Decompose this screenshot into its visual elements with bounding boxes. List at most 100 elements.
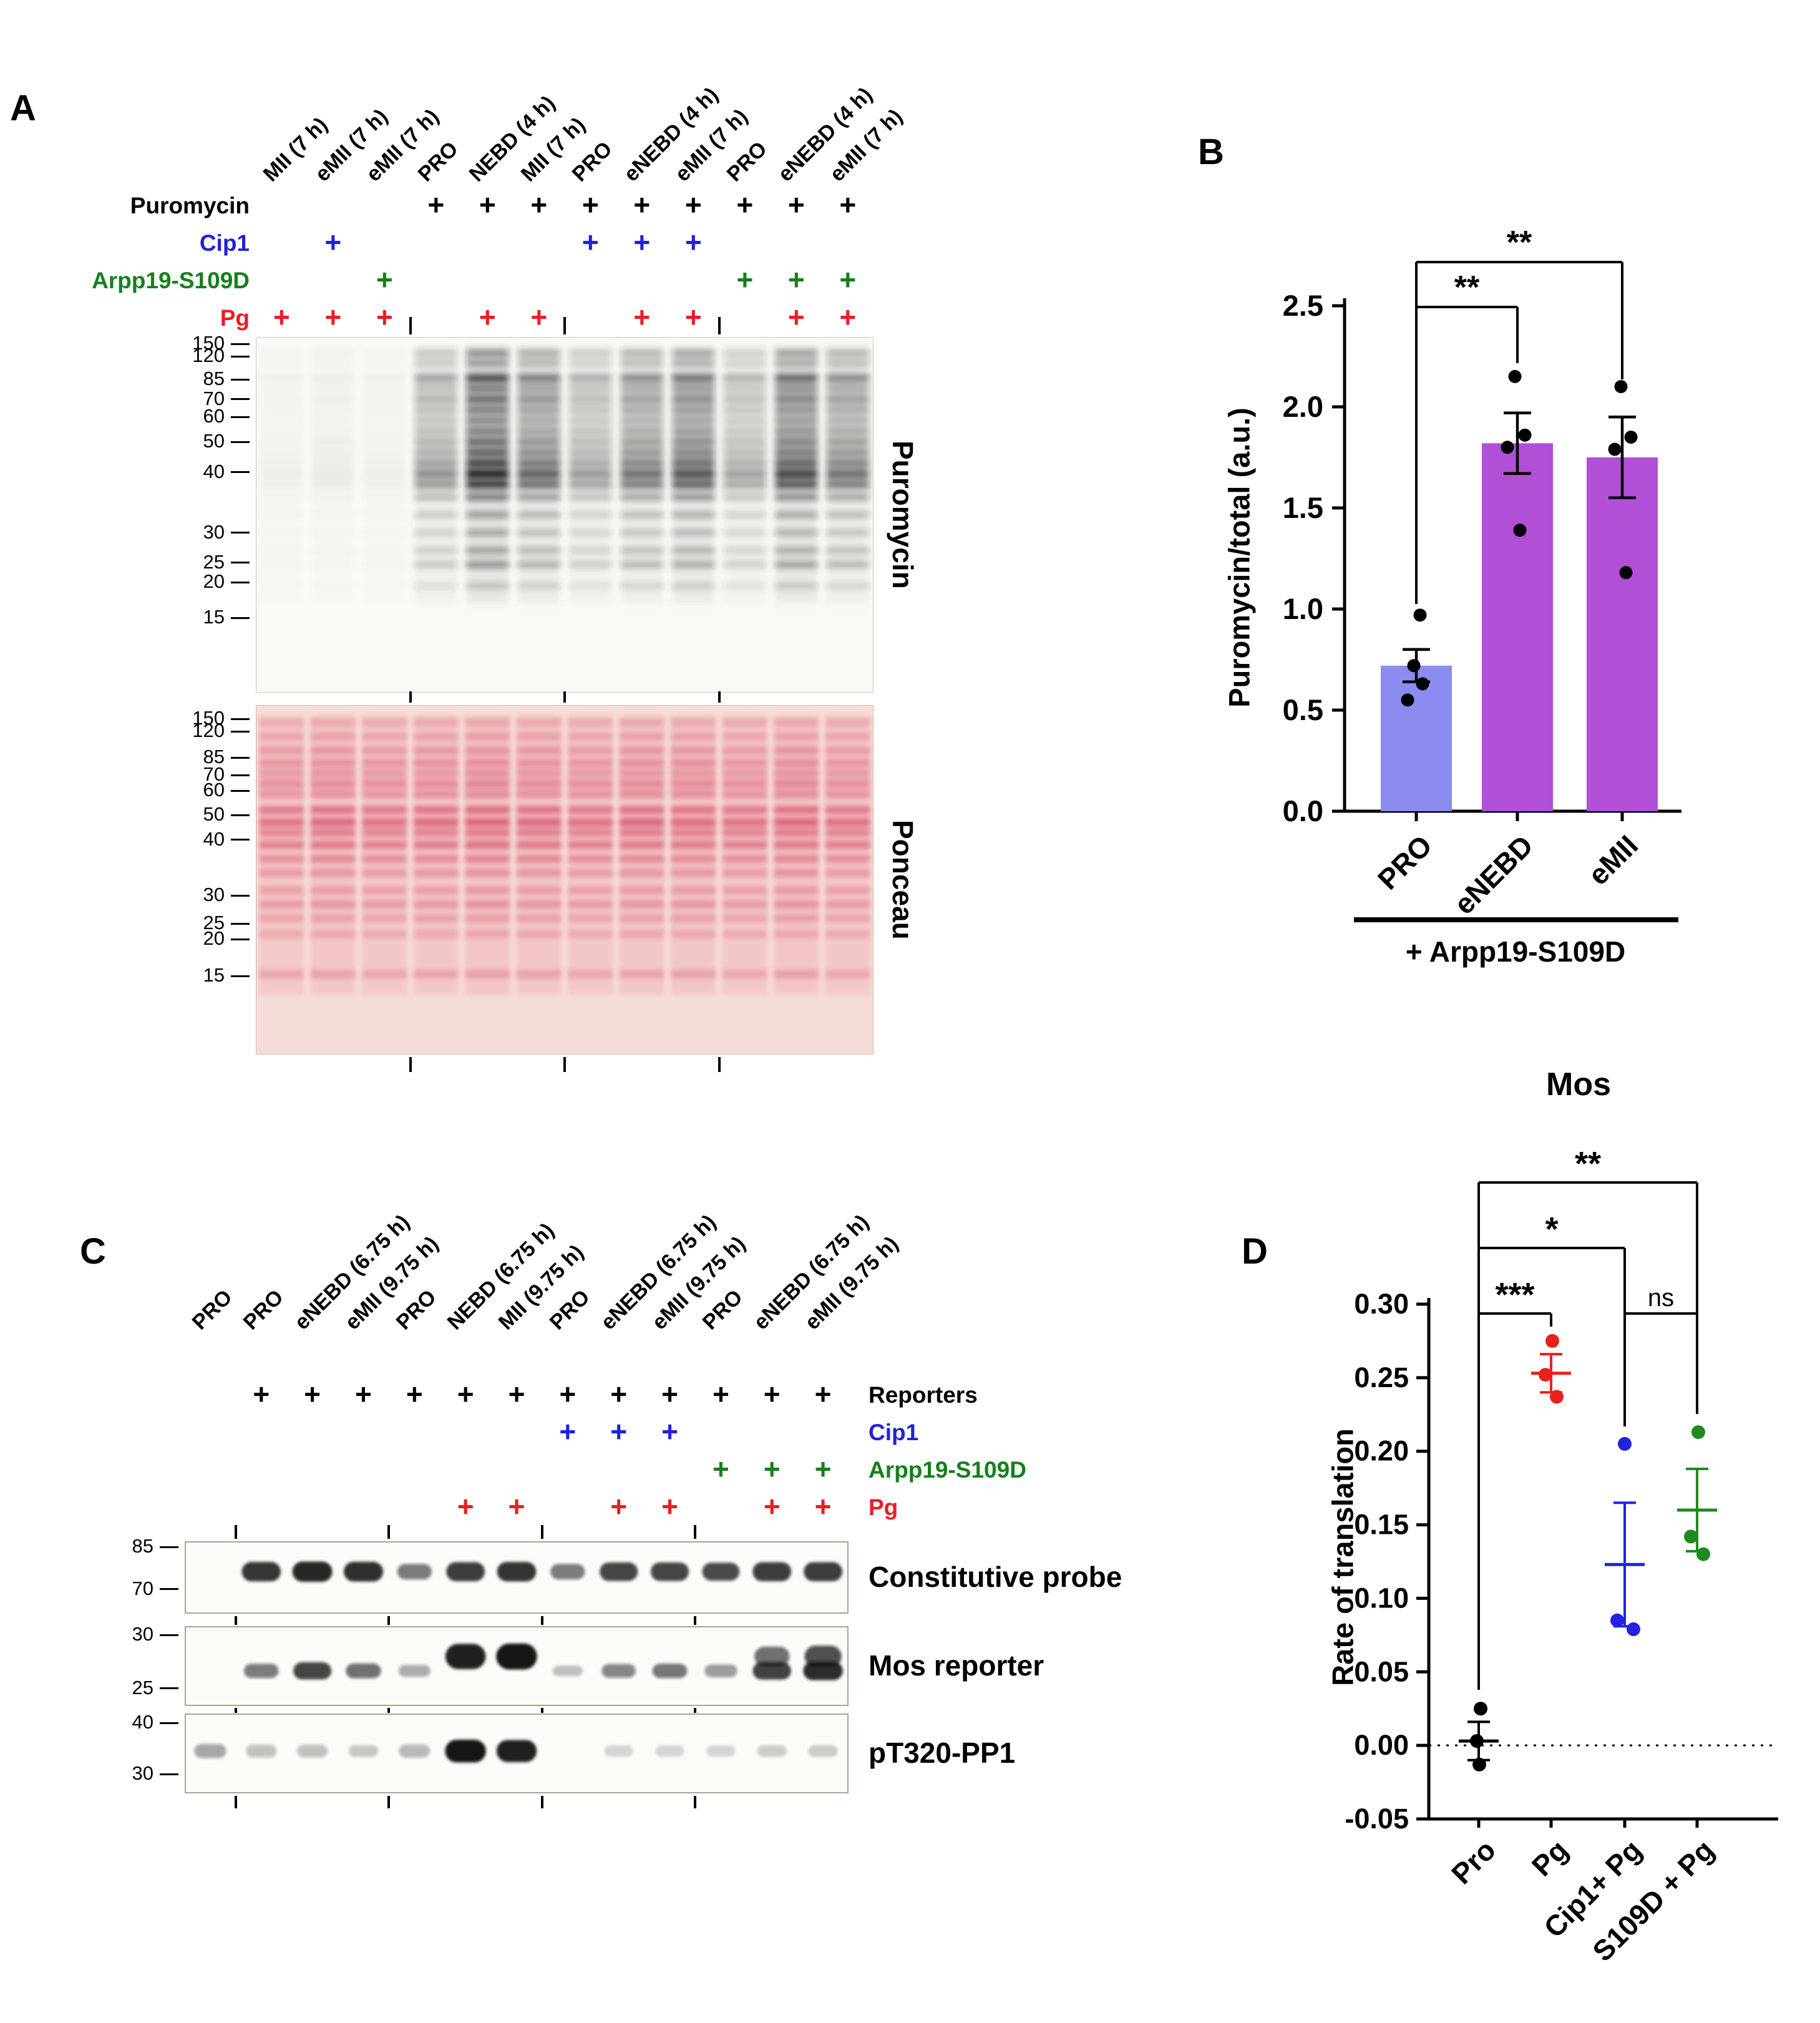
panel-c-group-tick <box>540 1708 543 1713</box>
chart-d-ytick: 0.05 <box>1354 1655 1409 1687</box>
panel-c-plus-mark: + <box>814 1453 832 1485</box>
strip-constitutive-label: Constitutive probe <box>869 1561 1122 1593</box>
chart-d-ytick: 0.15 <box>1354 1509 1409 1541</box>
panel-a-mw-tick <box>231 789 250 792</box>
panel-c-treatment-label-reporters: Reporters <box>869 1382 978 1408</box>
chart-d-title: Mos <box>1546 1066 1611 1103</box>
panel-c-treatment-label-cip1: Cip1 <box>869 1420 919 1445</box>
panel-a-mw-marker: 15 <box>203 606 225 628</box>
panel-c-plus-mark: + <box>712 1378 729 1410</box>
panel-c-group-tick <box>694 1525 697 1539</box>
data-point <box>1691 1425 1705 1440</box>
significance-label: * <box>1545 1211 1558 1248</box>
panel-a-mw-marker: 30 <box>203 884 225 906</box>
panel-a-mw-tick <box>231 756 250 759</box>
panel-a-treatment-label-pg: Pg <box>220 305 250 331</box>
panel-a-mw-tick <box>231 441 250 443</box>
panel-a-plus-mark: + <box>684 301 702 333</box>
panel-a-plus-mark: + <box>479 301 496 333</box>
panel-a-letter: A <box>10 88 36 129</box>
blot-puromycin-side-label: Puromycin <box>887 441 919 589</box>
panel-a-mw-marker: 60 <box>203 405 225 427</box>
bar-PRO <box>1381 665 1452 811</box>
panel-c-plus-mark: + <box>814 1378 832 1410</box>
panel-a-group-tick <box>409 317 412 334</box>
panel-c-plus-mark: + <box>610 1415 628 1448</box>
panel-a-treatment-label-cip1: Cip1 <box>199 230 250 256</box>
panel-a-mw-tick <box>231 922 250 925</box>
data-point <box>1416 677 1429 691</box>
panel-a-ponceau-blot <box>256 705 874 1055</box>
panel-a-plus-mark: + <box>684 226 702 258</box>
panel-c-plus-mark: + <box>763 1453 781 1485</box>
chart-b-xtick: PRO <box>1371 829 1438 895</box>
panel-c-plus-mark: + <box>763 1490 781 1523</box>
chart-b-ytick: 1.0 <box>1283 592 1323 625</box>
ponceau-lane-bands <box>259 715 870 995</box>
panel-c-plus-mark: + <box>712 1453 729 1485</box>
chart-b-xtick: eNEBD <box>1448 829 1539 920</box>
panel-c-plus-mark: + <box>661 1490 678 1523</box>
panel-a-mw-marker: 40 <box>203 827 225 850</box>
panel-c-group-tick <box>540 1616 543 1625</box>
panel-a-mw-marker: 50 <box>203 803 225 826</box>
chart-b-ytick: 2.5 <box>1283 289 1323 322</box>
panel-c-letter: C <box>80 1231 106 1272</box>
panel-a-plus-mark: + <box>787 301 805 333</box>
panel-c-plus-mark: + <box>253 1378 270 1410</box>
chart-b-ytick: 0.0 <box>1283 794 1323 827</box>
data-point <box>1619 566 1633 580</box>
panel-a-plus-mark: + <box>273 301 290 333</box>
panel-a-mw-marker: 70 <box>203 387 225 409</box>
panel-c-blot-2 <box>185 1713 849 1793</box>
data-point <box>1614 380 1628 394</box>
data-point <box>1518 428 1532 442</box>
panel-c-plus-mark: + <box>508 1490 525 1523</box>
panel-a-plus-mark: + <box>839 188 857 221</box>
panel-a-mw-tick <box>231 343 250 345</box>
panel-a-mw-tick <box>231 975 250 977</box>
panel-a-mw-tick <box>231 839 250 841</box>
data-point <box>1539 1368 1552 1382</box>
panel-a-group-tick <box>409 691 412 703</box>
chart-d-ytick: 0.00 <box>1354 1729 1409 1761</box>
panel-a-group-tick <box>718 691 721 703</box>
data-point <box>1550 1390 1564 1404</box>
panel-c-group-tick <box>387 1708 391 1713</box>
panel-a-plus-mark: + <box>582 188 599 221</box>
blot-ponceau-side-label: Ponceau <box>887 820 919 940</box>
chart-b-ytick: 2.0 <box>1283 390 1323 423</box>
panel-c-plus-mark: + <box>304 1378 321 1410</box>
panel-c-plus-mark: + <box>406 1378 423 1410</box>
panel-a-mw-tick <box>231 532 250 534</box>
panel-a-mw-marker: 25 <box>203 912 225 934</box>
puromycin-lane-smears <box>260 348 869 604</box>
panel-c-mw-marker: 70 <box>132 1577 153 1599</box>
panel-a-mw-tick <box>231 562 250 564</box>
panel-a-plus-mark: + <box>530 188 548 221</box>
panel-a-plus-mark: + <box>787 263 805 296</box>
panel-c-group-tick <box>694 1708 697 1713</box>
panel-a-mw-tick <box>231 730 250 733</box>
strip-pt320-label: pT320-PP1 <box>869 1737 1016 1769</box>
panel-a-mw-tick <box>231 617 250 619</box>
chart-d-xtick: Pro <box>1445 1833 1502 1890</box>
significance-label: ** <box>1507 231 1532 261</box>
panel-c-mw-tick <box>160 1687 178 1690</box>
panel-a-mw-tick <box>231 581 250 583</box>
panel-c-mw-marker: 30 <box>132 1623 153 1645</box>
panel-a-mw-tick <box>231 814 250 816</box>
panel-a-plus-mark: + <box>684 188 702 221</box>
chart-d-xtick: Pg <box>1526 1833 1574 1882</box>
panel-a-mw-tick <box>231 894 250 897</box>
panel-a-plus-mark: + <box>787 188 805 221</box>
data-point <box>1474 1702 1487 1716</box>
panel-a-mw-tick <box>231 938 250 940</box>
chart-d-ytick: 0.20 <box>1354 1435 1409 1467</box>
data-point <box>1610 1613 1624 1627</box>
blot-bands <box>244 1643 843 1680</box>
panel-c-mw-tick <box>160 1634 178 1636</box>
panel-a-mw-marker: 85 <box>203 746 225 768</box>
panel-c-group-tick <box>387 1525 391 1539</box>
data-point <box>1624 431 1638 444</box>
